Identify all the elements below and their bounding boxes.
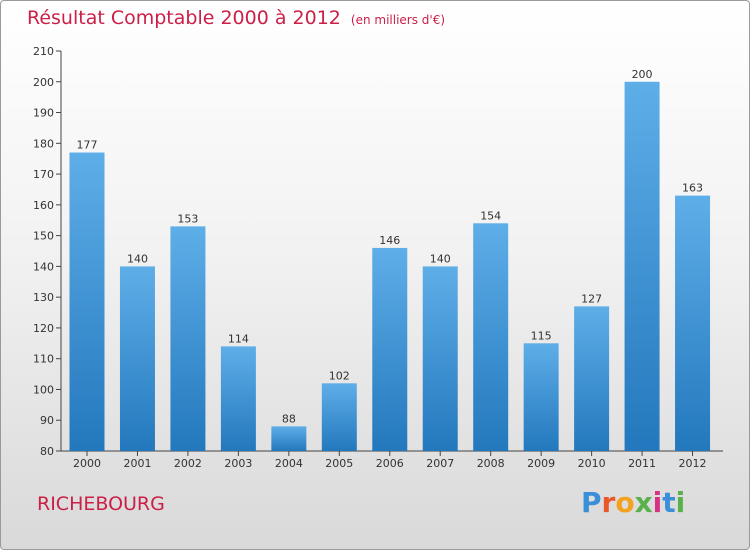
x-tick-label: 2002 — [174, 457, 202, 470]
x-tick-label: 2005 — [325, 457, 353, 470]
y-tick-label: 210 — [33, 45, 54, 58]
data-label: 154 — [480, 209, 501, 222]
logo-letter: i — [652, 486, 663, 519]
data-label: 88 — [282, 412, 296, 425]
place-name: RICHEBOURG — [37, 493, 165, 515]
logo-letter: o — [615, 486, 635, 519]
data-label: 102 — [329, 369, 350, 382]
y-tick-label: 110 — [33, 353, 54, 366]
y-tick-label: 90 — [40, 414, 54, 427]
logo-letter: t — [662, 486, 676, 519]
logo-letter: i — [675, 486, 686, 519]
bar — [220, 346, 256, 451]
bar — [574, 306, 610, 451]
x-tick-label: 2006 — [376, 457, 404, 470]
data-label: 140 — [430, 252, 451, 265]
y-tick-label: 140 — [33, 260, 54, 273]
data-label: 127 — [581, 292, 602, 305]
data-label: 146 — [379, 234, 400, 247]
bar — [624, 81, 660, 452]
logo-letter: P — [581, 486, 602, 519]
chart-bars — [69, 81, 711, 452]
y-tick-label: 180 — [33, 137, 54, 150]
y-tick-label: 80 — [40, 445, 54, 458]
bar — [523, 343, 559, 451]
x-tick-label: 2001 — [123, 457, 151, 470]
y-tick-label: 160 — [33, 199, 54, 212]
bar — [675, 195, 711, 451]
chart-subtitle: (en milliers d'€) — [350, 13, 446, 27]
y-tick-label: 130 — [33, 291, 54, 304]
x-tick-label: 2000 — [73, 457, 101, 470]
bar — [170, 226, 206, 451]
x-tick-label: 2007 — [426, 457, 454, 470]
proxiti-logo: Proxiti — [581, 486, 685, 519]
data-label: 177 — [77, 139, 98, 152]
x-tick-label: 2004 — [275, 457, 303, 470]
bar — [271, 426, 307, 451]
chart-title: Résultat Comptable 2000 à 2012 (en millie… — [27, 7, 445, 29]
y-tick-label: 150 — [33, 230, 54, 243]
bar — [422, 266, 458, 451]
bar — [69, 152, 105, 452]
x-tick-label: 2012 — [679, 457, 707, 470]
data-label: 153 — [177, 212, 198, 225]
data-label: 115 — [531, 329, 552, 342]
x-tick-label: 2009 — [527, 457, 555, 470]
x-tick-label: 2008 — [477, 457, 505, 470]
data-label: 140 — [127, 252, 148, 265]
bar — [372, 247, 408, 451]
logo-letter: r — [601, 486, 616, 519]
y-tick-label: 200 — [33, 76, 54, 89]
x-tick-label: 2011 — [628, 457, 656, 470]
bar — [119, 266, 155, 451]
x-tick-label: 2010 — [578, 457, 606, 470]
bar — [321, 383, 357, 451]
data-label: 200 — [632, 68, 653, 81]
y-tick-label: 170 — [33, 168, 54, 181]
y-tick-label: 100 — [33, 383, 54, 396]
chart-title-text: Résultat Comptable 2000 à 2012 — [27, 7, 341, 29]
data-label: 163 — [682, 182, 703, 195]
y-tick-label: 190 — [33, 107, 54, 120]
y-tick-label: 120 — [33, 322, 54, 335]
x-tick-label: 2003 — [224, 457, 252, 470]
data-label: 114 — [228, 332, 249, 345]
bar — [473, 223, 509, 451]
logo-letter: x — [634, 486, 653, 519]
chart-labels: 177 2000 140 2001 153 2002 114 2003 88 2004 102 200… — [73, 68, 707, 470]
